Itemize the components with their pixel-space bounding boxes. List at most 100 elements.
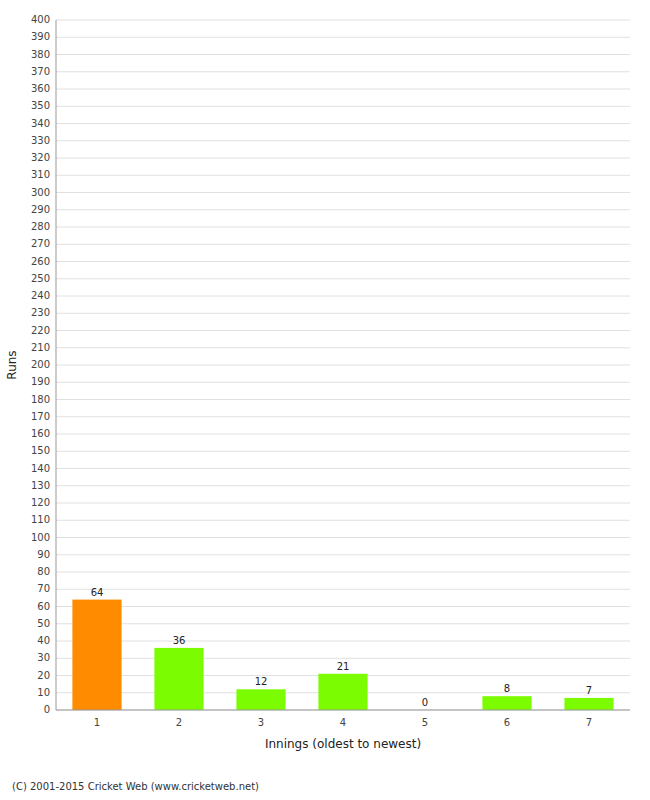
y-tick-label: 150 <box>31 445 50 456</box>
y-tick-label: 180 <box>31 394 50 405</box>
y-tick-label: 310 <box>31 169 50 180</box>
grid-line <box>56 641 630 642</box>
data-labels: 64 36 12 21 0 8 7 <box>91 587 593 708</box>
y-tick-label: 400 <box>31 14 50 25</box>
grid-line <box>56 485 630 486</box>
grid-line <box>56 209 630 210</box>
data-label: 12 <box>255 676 268 687</box>
grid-line <box>56 54 630 55</box>
data-label: 21 <box>337 661 350 672</box>
grid-line <box>56 537 630 538</box>
y-tick-label: 240 <box>31 290 50 301</box>
y-tick-label: 90 <box>37 549 50 560</box>
bar <box>564 698 613 710</box>
y-tick-label: 340 <box>31 118 50 129</box>
y-tick-label: 360 <box>31 83 50 94</box>
y-axis: 0102030405060708090100110120130140150160… <box>31 14 50 715</box>
grid-line <box>56 520 630 521</box>
grid-line <box>56 623 630 624</box>
y-tick-label: 390 <box>31 31 50 42</box>
grid-line <box>56 382 630 383</box>
y-tick-label: 70 <box>37 583 50 594</box>
grid-line <box>56 330 630 331</box>
grid-line <box>56 606 630 607</box>
data-label: 7 <box>586 685 592 696</box>
grid-line <box>56 554 630 555</box>
x-axis-line <box>56 710 630 711</box>
y-tick-label: 20 <box>37 670 50 681</box>
grid <box>56 20 630 710</box>
y-tick-label: 30 <box>37 652 50 663</box>
data-label: 0 <box>422 697 428 708</box>
y-tick-label: 210 <box>31 342 50 353</box>
grid-line <box>56 399 630 400</box>
x-tick-label: 2 <box>176 717 182 728</box>
grid-line <box>56 658 630 659</box>
grid-line <box>56 37 630 38</box>
grid-line <box>56 106 630 107</box>
y-tick-label: 0 <box>44 704 50 715</box>
grid-line <box>56 572 630 573</box>
y-tick-label: 330 <box>31 135 50 146</box>
bar <box>318 674 367 710</box>
grid-line <box>56 296 630 297</box>
y-tick-label: 350 <box>31 100 50 111</box>
grid-line <box>56 227 630 228</box>
grid-line <box>56 244 630 245</box>
y-axis-label: Runs <box>5 350 19 379</box>
x-tick-label: 6 <box>504 717 510 728</box>
grid-line <box>56 20 630 21</box>
grid-line <box>56 313 630 314</box>
chart-container: 0102030405060708090100110120130140150160… <box>0 0 650 800</box>
grid-line <box>56 365 630 366</box>
bar <box>236 689 285 710</box>
grid-line <box>56 416 630 417</box>
y-tick-label: 200 <box>31 359 50 370</box>
y-tick-label: 160 <box>31 428 50 439</box>
x-tick-label: 3 <box>258 717 264 728</box>
y-tick-label: 120 <box>31 497 50 508</box>
x-tick-label: 4 <box>340 717 346 728</box>
y-axis-line <box>56 20 57 710</box>
y-tick-label: 220 <box>31 325 50 336</box>
y-tick-label: 190 <box>31 376 50 387</box>
y-tick-label: 270 <box>31 238 50 249</box>
y-tick-label: 40 <box>37 635 50 646</box>
x-axis: 1 2 3 4 5 6 7 <box>94 717 592 728</box>
grid-line <box>56 710 630 711</box>
data-label: 36 <box>173 635 186 646</box>
grid-line <box>56 71 630 72</box>
grid-line <box>56 89 630 90</box>
y-tick-label: 60 <box>37 601 50 612</box>
y-tick-label: 380 <box>31 49 50 60</box>
x-tick-label: 7 <box>586 717 592 728</box>
y-tick-label: 80 <box>37 566 50 577</box>
grid-line <box>56 261 630 262</box>
data-label: 8 <box>504 683 510 694</box>
y-tick-label: 100 <box>31 532 50 543</box>
y-tick-label: 170 <box>31 411 50 422</box>
grid-line <box>56 451 630 452</box>
grid-line <box>56 589 630 590</box>
grid-line <box>56 175 630 176</box>
y-tick-label: 370 <box>31 66 50 77</box>
grid-line <box>56 434 630 435</box>
chart: 0102030405060708090100110120130140150160… <box>0 0 650 800</box>
y-tick-label: 320 <box>31 152 50 163</box>
y-tick-label: 260 <box>31 256 50 267</box>
data-label: 64 <box>91 587 104 598</box>
y-tick-label: 130 <box>31 480 50 491</box>
y-tick-label: 290 <box>31 204 50 215</box>
y-tick-label: 280 <box>31 221 50 232</box>
x-tick-label: 1 <box>94 717 100 728</box>
x-tick-label: 5 <box>422 717 428 728</box>
bar <box>154 648 203 710</box>
grid-line <box>56 278 630 279</box>
grid-line <box>56 347 630 348</box>
grid-line <box>56 123 630 124</box>
grid-line <box>56 192 630 193</box>
y-tick-label: 10 <box>37 687 50 698</box>
y-tick-label: 110 <box>31 514 50 525</box>
y-tick-label: 50 <box>37 618 50 629</box>
bar <box>482 696 531 710</box>
